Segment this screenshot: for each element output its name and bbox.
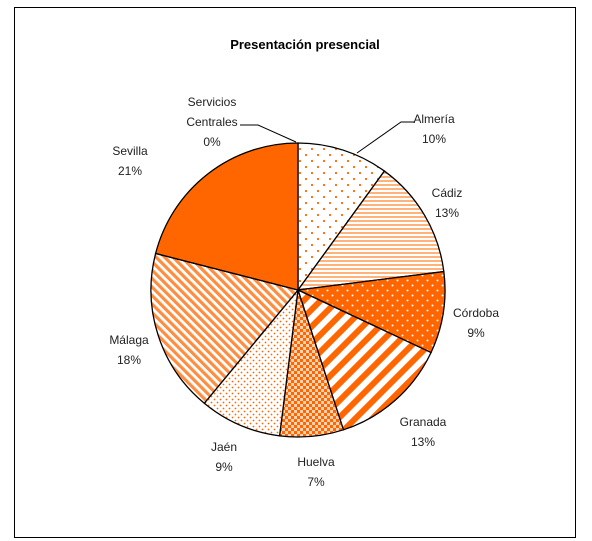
chart-title: Presentación presencial [230,37,380,52]
slice-label-cordoba: Córdoba 9% [453,306,499,340]
slice-label-almeria: Almería 10% [413,112,455,146]
chart-frame: Presentación presencial Almería 10% Cádiz 1… [14,7,576,538]
pie-slice-malaga [150,252,300,405]
leader-line-almeria [356,121,415,154]
pie-slice-cadiz [296,170,445,291]
pie-slice-sevilla [154,142,299,291]
pie-slice-almeria [297,142,386,293]
slice-label-malaga: Málaga 18% [109,333,149,367]
leader-line-servicios-centrales [240,124,297,143]
slice-label-huelva: Huelva 7% [297,455,335,489]
pie-slice-granada [296,288,432,431]
pie-chart: Presentación presencial Almería 10% Cádiz 1… [109,37,499,489]
slice-label-jaen: Jaén 9% [211,440,237,474]
slice-label-granada: Granada 13% [400,415,447,449]
slice-label-cadiz: Cádiz 13% [432,186,463,220]
pie-slice-jaen [203,287,299,437]
slice-label-sevilla: Sevilla 21% [112,144,148,178]
slice-label-servicios-centrales: Servicios Centrales 0% [186,95,237,149]
pie-slice-cordoba [295,270,446,354]
